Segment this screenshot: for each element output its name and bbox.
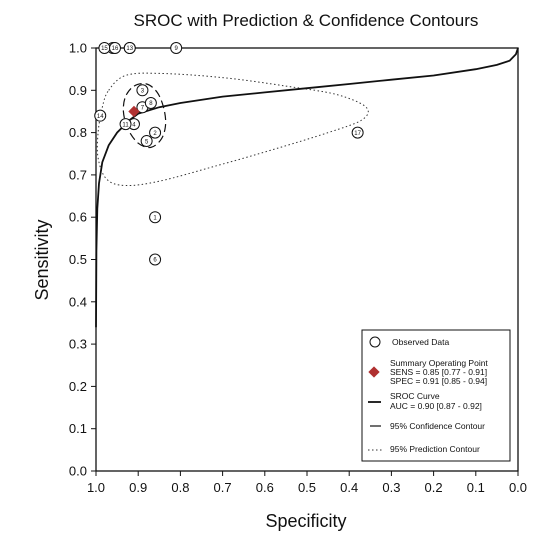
study-marker (123, 42, 136, 54)
y-tick-label: 0.4 (69, 294, 87, 309)
y-tick-label: 1.0 (69, 41, 87, 56)
study-marker (140, 135, 153, 148)
study-point: 1 (149, 211, 162, 224)
legend-box (361, 329, 511, 462)
y-tick-label: 0.6 (69, 210, 87, 225)
study-marker (108, 42, 121, 54)
y-axis-ticks: 0.0 0.1 0.2 0.3 0.4 0.5 0.6 0.7 0.8 0.9 1.0 (69, 41, 96, 479)
y-tick-label: 0.9 (69, 83, 87, 98)
study-point: 17 (351, 126, 364, 139)
x-tick-label: 0.6 (256, 480, 274, 495)
study-id-label: 15 (101, 46, 108, 52)
x-tick-label: 0.0 (509, 480, 527, 495)
study-marker (144, 96, 157, 109)
legend-confidence-label: 95% Confidence Contour (390, 421, 485, 431)
study-id-label: 11 (122, 122, 129, 128)
x-axis-label: Specificity (265, 511, 346, 531)
study-point: 15 (98, 42, 111, 54)
sroc-curve (95, 47, 519, 328)
legend-prediction-label: 95% Prediction Contour (390, 444, 480, 454)
y-tick-label: 0.8 (69, 125, 87, 140)
study-point: 14 (94, 109, 107, 122)
legend-summary-title: Summary Operating Point (390, 358, 488, 368)
x-tick-label: 0.5 (298, 480, 316, 495)
x-tick-label: 0.2 (425, 480, 443, 495)
legend-observed-label: Observed Data (392, 337, 449, 347)
x-tick-label: 0.4 (340, 480, 358, 495)
study-point: 6 (149, 253, 162, 266)
study-id-label: 17 (354, 131, 361, 137)
confidence-contour (122, 82, 167, 149)
x-tick-label: 0.8 (171, 480, 189, 495)
study-id-label: 5 (145, 139, 149, 145)
study-marker (136, 84, 149, 97)
study-id-label: 3 (141, 89, 145, 95)
x-tick-label: 0.9 (129, 480, 147, 495)
x-tick-label: 1.0 (87, 480, 105, 495)
x-axis-ticks: 1.0 0.9 0.8 0.7 0.6 0.5 0.4 0.3 0.2 0.1 0.0 (87, 471, 527, 495)
study-marker (94, 109, 107, 122)
study-point: 8 (144, 96, 157, 109)
study-id-label: 16 (112, 46, 119, 52)
y-tick-label: 0.0 (69, 464, 87, 479)
study-marker (119, 118, 132, 131)
study-point: 13 (123, 42, 136, 54)
study-marker (351, 126, 364, 139)
study-id-label: 14 (97, 114, 104, 120)
legend-summary-sens: SENS = 0.85 [0.77 - 0.91] (390, 367, 487, 377)
legend-summary-marker (368, 366, 380, 378)
legend-summary-spec: SPEC = 0.91 [0.85 - 0.94] (390, 376, 487, 386)
study-marker (149, 126, 162, 139)
legend-sroc-auc: AUC = 0.90 [0.87 - 0.92] (390, 401, 482, 411)
x-tick-label: 0.3 (382, 480, 400, 495)
y-tick-label: 0.5 (69, 252, 87, 267)
study-point: 5 (140, 135, 153, 148)
study-point: 9 (170, 42, 183, 54)
study-marker (149, 211, 162, 224)
study-point: 2 (149, 126, 162, 139)
study-marker (149, 253, 162, 266)
study-id-label: 8 (149, 101, 153, 107)
y-tick-label: 0.1 (69, 421, 87, 436)
y-tick-label: 0.7 (69, 167, 87, 182)
chart-title: SROC with Prediction & Confidence Contou… (134, 11, 479, 30)
legend-observed-marker (369, 336, 381, 348)
study-id-label: 6 (153, 258, 157, 264)
study-marker (170, 42, 183, 54)
study-id-label: 9 (175, 46, 179, 52)
x-tick-label: 0.1 (467, 480, 485, 495)
legend: Observed Data Summary Operating Point SE… (361, 329, 511, 462)
legend-sroc-title: SROC Curve (390, 391, 440, 401)
study-point: 11 (119, 118, 132, 131)
study-point: 3 (136, 84, 149, 97)
y-tick-label: 0.2 (69, 379, 87, 394)
observed-studies: 1234567891011121314151617 (94, 42, 364, 266)
study-point: 16 (108, 42, 121, 54)
y-axis-label: Sensitivity (32, 219, 52, 300)
study-id-label: 4 (132, 122, 136, 128)
plot-area: 1.0 0.9 0.8 0.7 0.6 0.5 0.4 0.3 0.2 0.1 0.0 0.0 0.1… (69, 41, 527, 496)
x-tick-label: 0.7 (214, 480, 232, 495)
study-id-label: 2 (153, 131, 157, 137)
study-id-label: 1 (153, 215, 157, 221)
study-point: 4 (127, 118, 140, 131)
y-tick-label: 0.3 (69, 337, 87, 352)
study-id-label: 13 (126, 46, 133, 52)
study-id-label: 7 (141, 105, 145, 111)
